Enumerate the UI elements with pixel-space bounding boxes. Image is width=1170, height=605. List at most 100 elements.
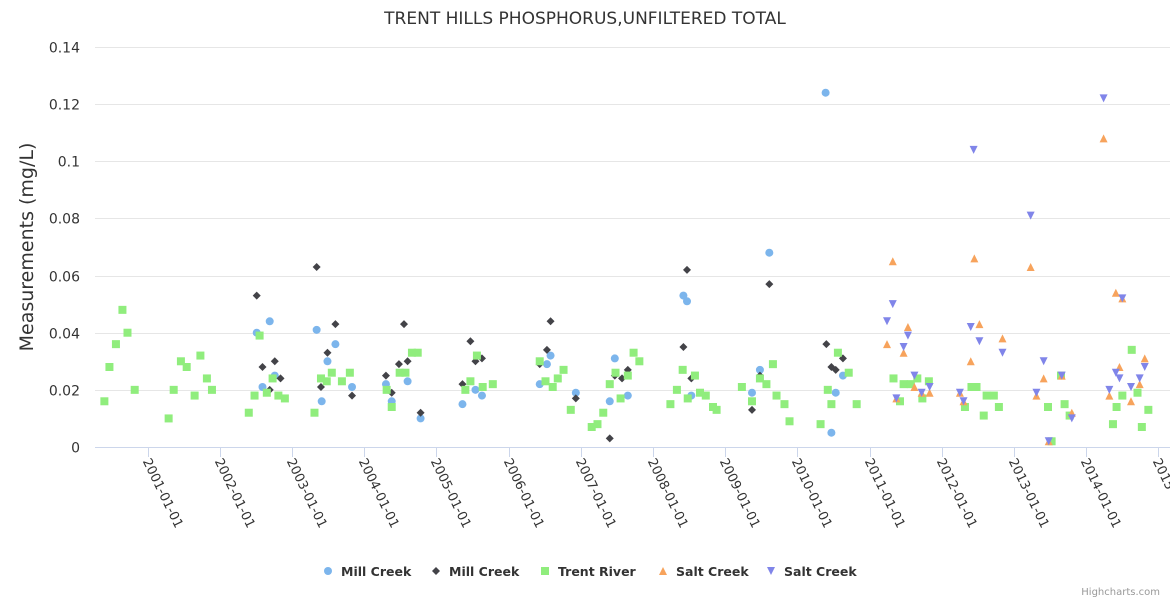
data-point [816, 420, 825, 429]
legend-item-mill-creek-diamond[interactable]: Mill Creek [432, 564, 520, 579]
data-point [772, 391, 781, 400]
y-tick-label: 0.06 [49, 270, 80, 286]
data-point [623, 371, 632, 380]
data-point [118, 305, 127, 314]
data-point [712, 405, 721, 414]
data-point [1057, 371, 1066, 380]
data-point [780, 400, 789, 409]
data-point [889, 374, 898, 383]
data-point [553, 374, 562, 383]
data-point [472, 351, 481, 360]
data-point [1039, 357, 1048, 366]
triangle-down-marker-icon [767, 567, 775, 575]
data-point [1099, 94, 1108, 103]
data-point [910, 371, 919, 380]
y-tick-label: 0.08 [49, 212, 80, 228]
data-point [466, 337, 475, 346]
data-point [895, 397, 904, 406]
legend-item-trent-river-square[interactable]: Trent River [541, 564, 637, 579]
data-point [913, 374, 922, 383]
legend-item-salt-creek-triangle[interactable]: Salt Creek [659, 564, 749, 579]
data-point [1137, 423, 1146, 431]
data-point [831, 388, 840, 397]
data-point [207, 385, 216, 394]
data-point [399, 320, 408, 329]
square-marker-icon [541, 567, 549, 575]
data-point [1127, 397, 1136, 406]
data-point [833, 348, 842, 357]
y-axis-title: Measurements (mg/L) [16, 143, 38, 352]
data-point [925, 388, 934, 397]
data-point [888, 257, 897, 266]
data-point [696, 388, 705, 397]
x-tick-label: 2003-01-01 [283, 456, 330, 530]
data-point [312, 263, 321, 271]
y-tick-label: 0.12 [49, 98, 80, 114]
y-tick-label: 0.14 [49, 41, 80, 57]
data-point [823, 385, 832, 394]
data-point [683, 394, 692, 403]
data-point [967, 383, 976, 391]
x-tick-label: 2002-01-01 [211, 456, 258, 530]
data-point [1039, 374, 1048, 383]
data-point [623, 391, 632, 400]
data-point [105, 363, 114, 371]
data-point [381, 371, 390, 380]
data-point [755, 374, 764, 383]
data-point [274, 391, 283, 400]
data-point [327, 368, 336, 377]
data-point [255, 331, 264, 340]
legend-item-salt-creek-triangle-down[interactable]: Salt Creek [767, 564, 857, 579]
y-tick-label: 0.1 [58, 155, 80, 171]
data-point [535, 357, 544, 366]
circle-marker-icon [324, 567, 332, 575]
legend-item-mill-creek-circle[interactable]: Mill Creek [324, 564, 412, 579]
data-point [959, 397, 968, 406]
data-point [123, 328, 132, 337]
data-point [416, 414, 425, 423]
data-point [542, 360, 551, 369]
series-salt-creek-triangle [882, 134, 1149, 446]
data-point [1144, 405, 1153, 414]
data-point [1140, 354, 1149, 363]
data-point [998, 334, 1007, 343]
data-point [611, 368, 620, 377]
data-point [701, 391, 710, 400]
data-point [403, 377, 412, 386]
triangle-marker-icon [659, 567, 667, 575]
data-point [917, 388, 926, 397]
data-point [548, 383, 557, 391]
data-point [994, 403, 1003, 411]
data-point [683, 297, 692, 306]
data-point [250, 391, 259, 400]
legend-label: Mill Creek [341, 564, 412, 579]
legend-label: Mill Creek [449, 564, 520, 579]
data-point [762, 380, 771, 389]
data-point [337, 377, 346, 386]
data-point [1112, 403, 1121, 411]
data-point [1047, 437, 1056, 446]
y-tick-label: 0.02 [49, 384, 80, 400]
data-point [768, 360, 777, 369]
data-point [1127, 383, 1136, 391]
x-tick-label: 2004-01-01 [355, 456, 402, 530]
data-point [1026, 263, 1035, 271]
data-point [616, 394, 625, 403]
data-point [348, 383, 357, 391]
data-point [270, 357, 279, 366]
data-point [262, 388, 271, 397]
x-tick-label: 2001-01-01 [139, 456, 186, 530]
data-point [395, 368, 404, 377]
x-tick-label: 2006-01-01 [500, 456, 547, 530]
data-point [478, 383, 487, 391]
data-point [989, 391, 998, 400]
data-point [918, 394, 927, 403]
data-point [196, 351, 205, 360]
data-point [1127, 345, 1136, 354]
credits-link[interactable]: Highcharts.com [1081, 587, 1160, 598]
legend-label: Salt Creek [784, 564, 857, 579]
data-point [471, 385, 480, 394]
data-point [331, 320, 340, 329]
data-point [323, 357, 332, 366]
